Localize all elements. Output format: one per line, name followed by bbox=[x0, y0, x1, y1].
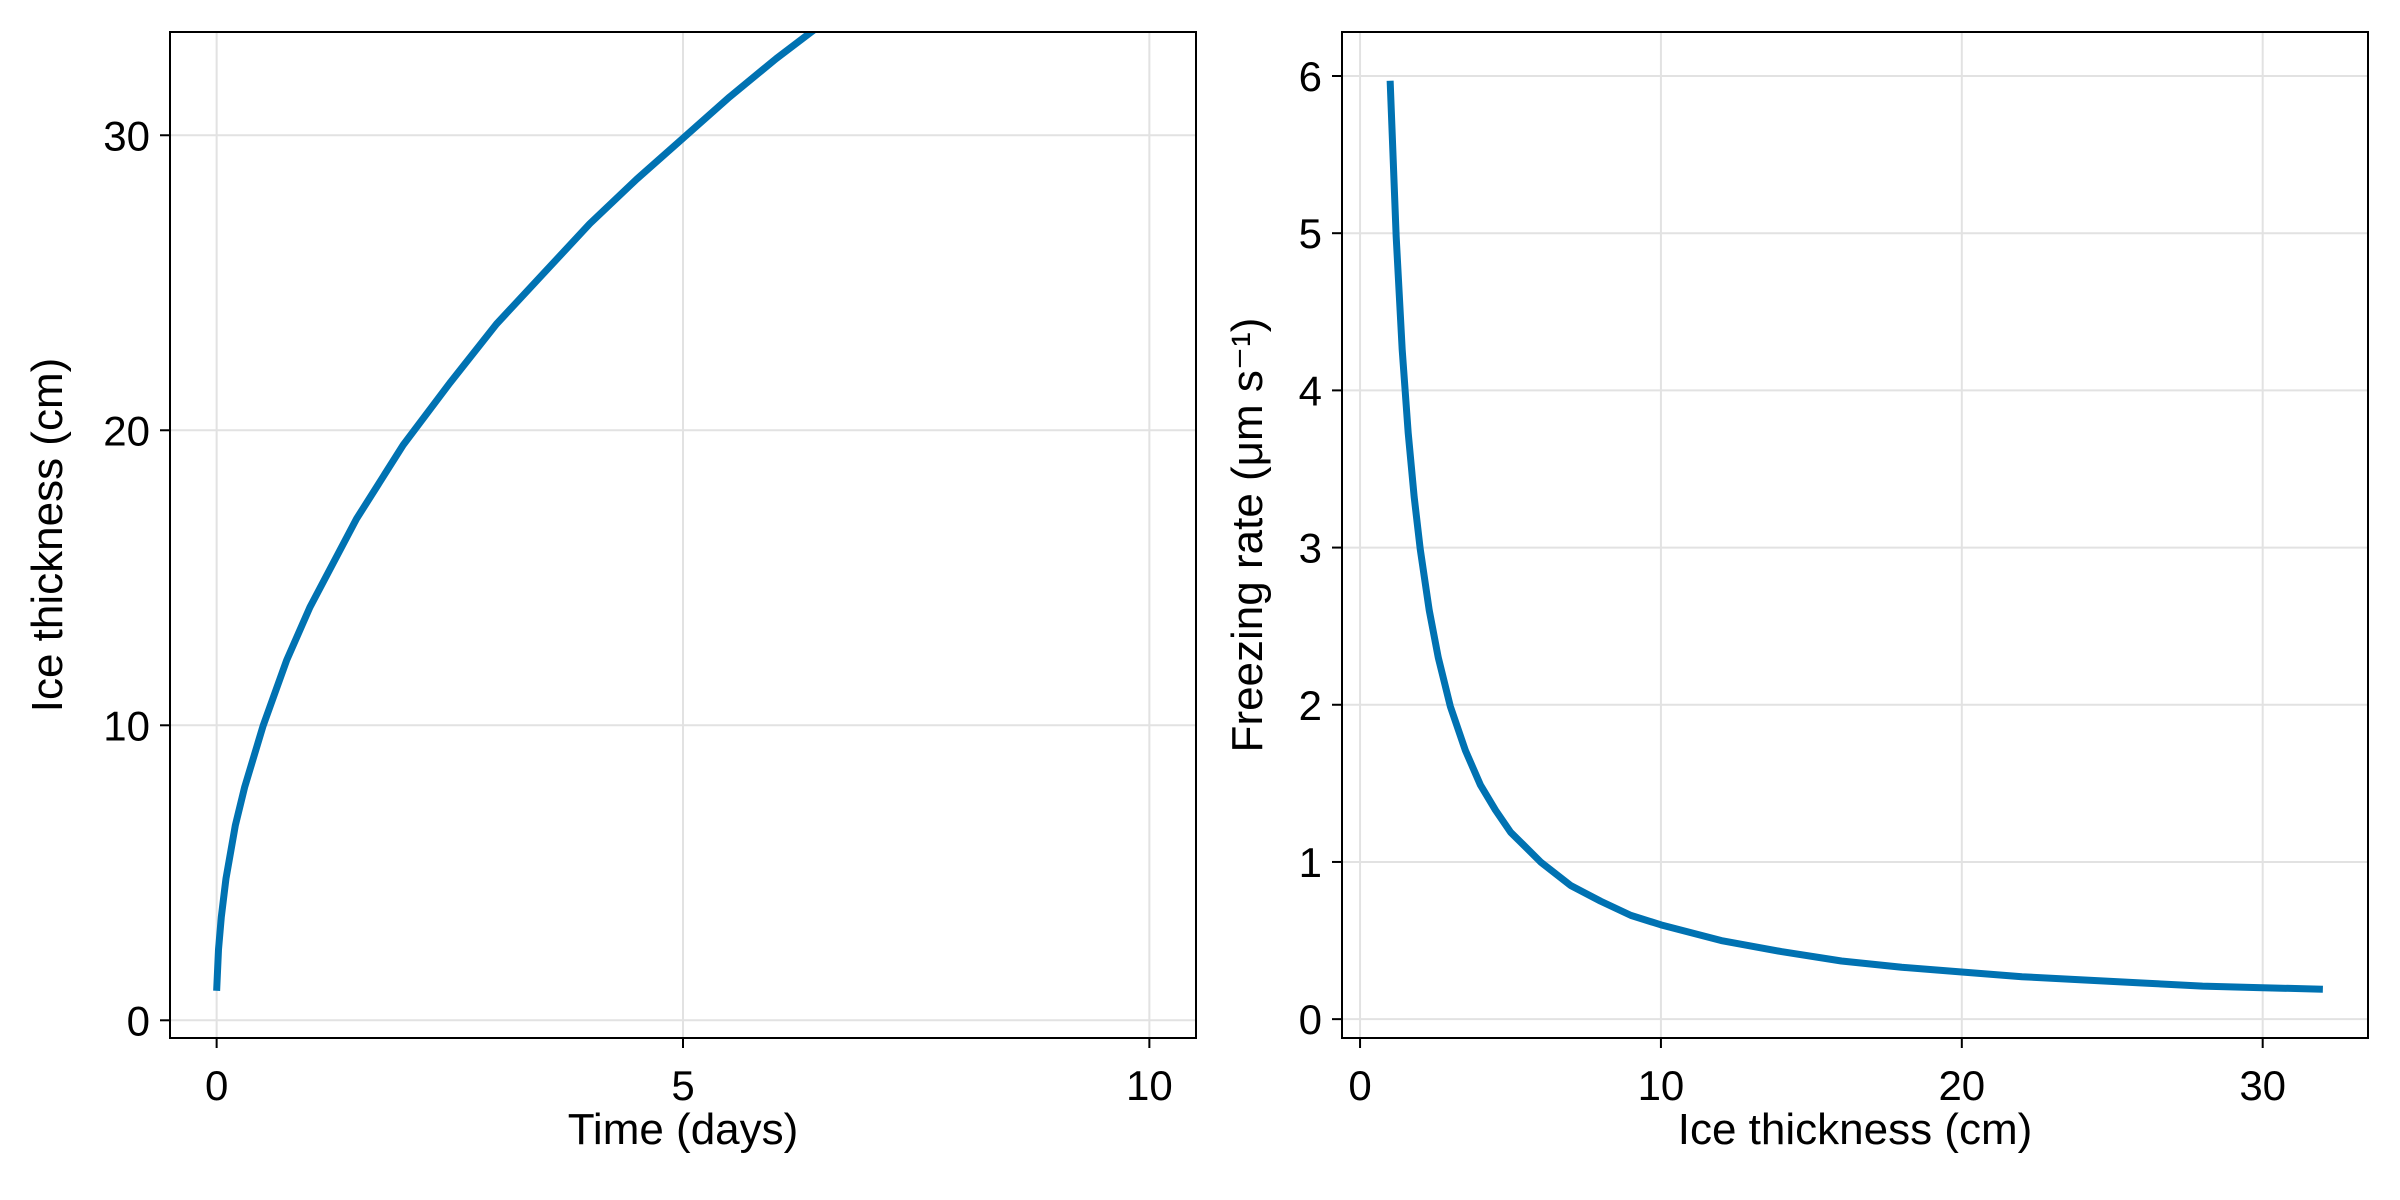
x-tick-label: 30 bbox=[2239, 1062, 2286, 1109]
x-axis-label: Ice thickness (cm) bbox=[1678, 1105, 2033, 1154]
y-axis-label: Freezing rate (μm s⁻¹) bbox=[1223, 318, 1272, 753]
y-tick-label: 5 bbox=[1299, 210, 1322, 257]
y-tick-label: 0 bbox=[1299, 996, 1322, 1043]
y-tick-label: 30 bbox=[103, 112, 150, 159]
x-tick-label: 0 bbox=[205, 1062, 228, 1109]
x-tick-label: 10 bbox=[1126, 1062, 1173, 1109]
y-tick-label: 4 bbox=[1299, 367, 1322, 414]
y-tick-label: 0 bbox=[127, 997, 150, 1044]
series-line-ice-thickness bbox=[213, 32, 818, 991]
x-tick-label: 5 bbox=[671, 1062, 694, 1109]
y-tick-label: 20 bbox=[103, 407, 150, 454]
right-panel-freezing-rate-vs-ice-thickness: 0 10 20 30 0 1 2 3 4 5 6 Ice thickness (cm) Freezing… bbox=[1223, 31, 2369, 1154]
y-tick-label: 6 bbox=[1299, 53, 1322, 100]
left-panel-ice-thickness-vs-time: 0 5 10 0 10 20 30 Time (days) Ice thickness (cm) bbox=[23, 31, 1197, 1154]
x-tick-label: 0 bbox=[1348, 1062, 1371, 1109]
x-tick-label: 20 bbox=[1938, 1062, 1985, 1109]
series-line-freezing-rate bbox=[1386, 80, 2323, 993]
y-tick-label: 2 bbox=[1299, 682, 1322, 729]
y-tick-label: 1 bbox=[1299, 839, 1322, 886]
x-tick-label: 10 bbox=[1638, 1062, 1685, 1109]
y-tick-label: 10 bbox=[103, 702, 150, 749]
y-tick-label: 3 bbox=[1299, 525, 1322, 572]
x-axis-label: Time (days) bbox=[568, 1105, 799, 1154]
y-axis-label: Ice thickness (cm) bbox=[23, 358, 72, 713]
plot-frame bbox=[1341, 31, 2369, 1039]
